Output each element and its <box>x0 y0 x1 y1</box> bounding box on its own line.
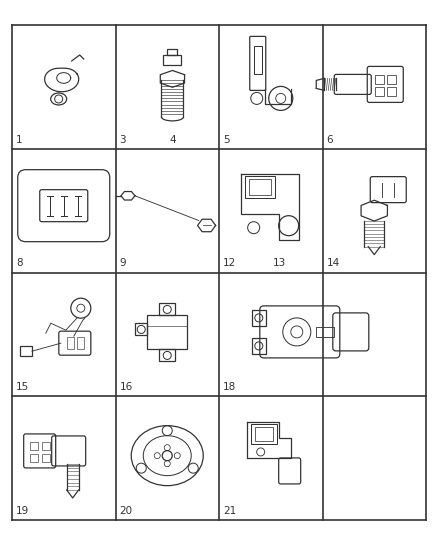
Text: 15: 15 <box>16 382 29 392</box>
Bar <box>254 46 262 75</box>
Bar <box>316 327 334 337</box>
Bar <box>375 87 384 96</box>
Bar <box>252 338 266 354</box>
Bar <box>254 427 273 441</box>
Text: 6: 6 <box>326 135 333 145</box>
Text: 8: 8 <box>16 259 23 269</box>
Bar <box>20 346 32 356</box>
Bar <box>159 350 175 361</box>
Bar <box>77 337 84 349</box>
Bar <box>30 454 38 462</box>
Bar <box>387 87 396 96</box>
Text: 14: 14 <box>326 259 340 269</box>
Bar <box>135 324 147 335</box>
Text: 19: 19 <box>16 506 29 516</box>
Text: 16: 16 <box>120 382 133 392</box>
Bar <box>245 176 275 198</box>
Bar <box>159 303 175 316</box>
Text: 3: 3 <box>120 135 126 145</box>
Bar <box>375 75 384 84</box>
Text: 12: 12 <box>223 259 236 269</box>
Bar <box>167 49 177 55</box>
Text: 1: 1 <box>16 135 23 145</box>
Text: 9: 9 <box>120 259 126 269</box>
Text: 5: 5 <box>223 135 230 145</box>
Bar <box>387 75 396 84</box>
Bar <box>147 316 187 350</box>
Bar <box>67 337 74 349</box>
Text: 20: 20 <box>120 506 133 516</box>
Bar <box>42 454 49 462</box>
Bar <box>30 442 38 450</box>
Bar <box>251 424 277 444</box>
Bar <box>42 442 49 450</box>
Text: 18: 18 <box>223 382 236 392</box>
Bar <box>252 310 266 326</box>
Text: 13: 13 <box>273 259 286 269</box>
Bar <box>249 179 271 195</box>
Text: 21: 21 <box>223 506 236 516</box>
Text: 4: 4 <box>169 135 176 145</box>
